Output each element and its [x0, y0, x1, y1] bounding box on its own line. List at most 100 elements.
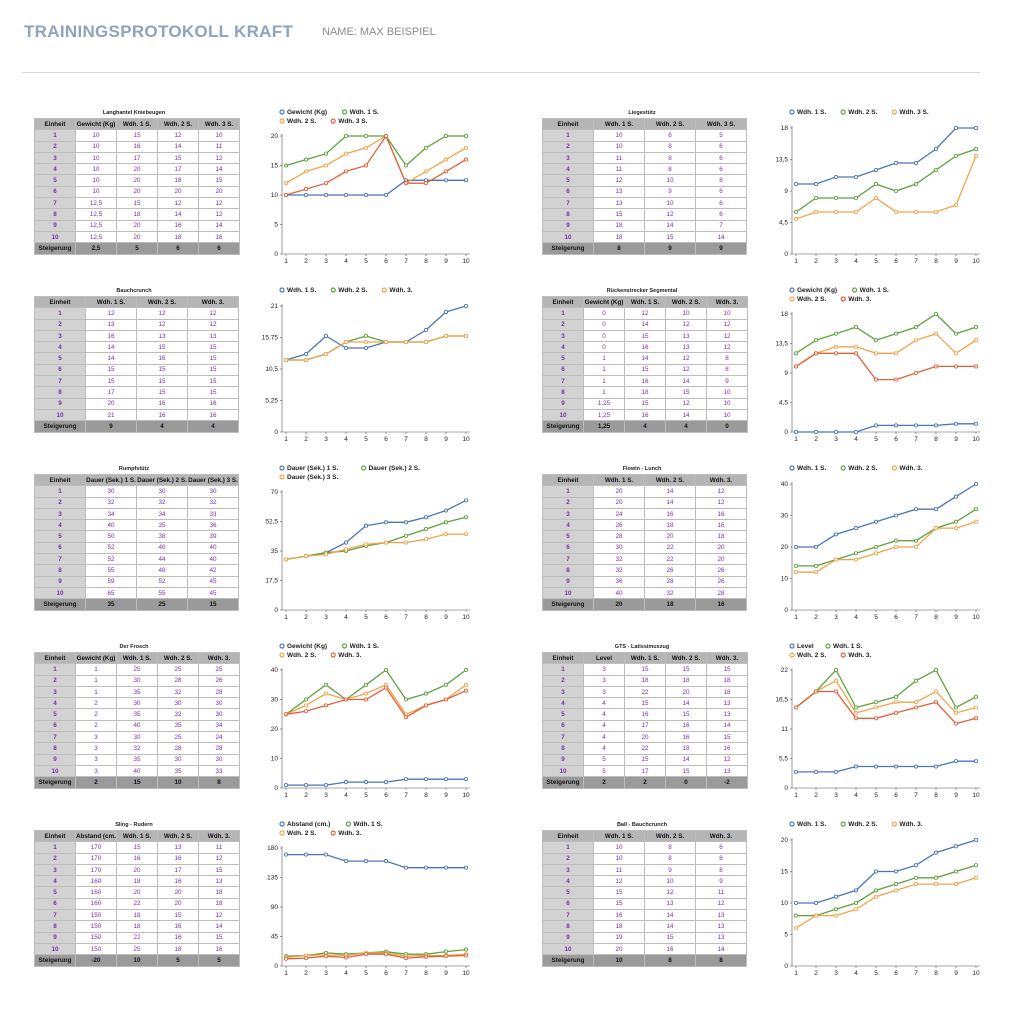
table-cell: 13: [706, 764, 748, 778]
table-cell: 13: [695, 909, 747, 922]
data-point: [383, 780, 389, 785]
table-cell: 15: [116, 197, 158, 210]
data-point: [403, 715, 409, 720]
training-table: Einheit Wdh. 1 S. Wdh. 2 S. Wdh. 3 S. 1 10 6 5 2…: [542, 117, 747, 255]
data-point: [323, 552, 329, 557]
table-row: 2 10 8 8: [542, 852, 747, 865]
session-number: 4: [34, 341, 86, 354]
column-header: Wdh. 2 S.: [644, 473, 696, 487]
column-header: Einheit: [34, 117, 76, 131]
legend-entry: Wdh. 2 S.: [330, 287, 368, 294]
table-cell: 1: [583, 375, 625, 388]
session-number: 2: [34, 674, 76, 687]
table-row: 5 50 38 39: [34, 530, 239, 543]
x-tick-label: 7: [914, 436, 918, 443]
data-point: [913, 678, 919, 683]
progress-value: 5: [157, 954, 199, 967]
table-cell: 6: [695, 208, 747, 221]
table-cell: 13: [665, 341, 707, 354]
table-row: 7 1 16 14 9: [542, 375, 748, 388]
data-point: [933, 850, 939, 855]
session-number: 2: [34, 496, 86, 509]
legend-entry: Level: [789, 643, 814, 650]
data-point: [343, 345, 349, 351]
session-number: 9: [34, 397, 86, 410]
data-point: [953, 364, 959, 369]
legend-entry: Dauer (Sek.) 1 S.: [279, 465, 338, 472]
session-number: 6: [542, 897, 594, 911]
session-number: 1: [542, 485, 594, 498]
series-line: [285, 533, 466, 561]
x-tick-label: 1: [284, 614, 288, 621]
table-cell: 28: [593, 530, 645, 543]
column-header: Einheit: [542, 117, 594, 131]
table-cell: 16: [593, 909, 645, 922]
y-tick-label: 17,5: [265, 578, 278, 585]
data-point: [953, 869, 959, 874]
legend-marker: [891, 821, 898, 827]
table-cell: 6: [695, 185, 747, 199]
x-tick-label: 3: [324, 614, 328, 621]
session-number: 7: [542, 731, 584, 744]
x-tick-label: 10: [972, 792, 980, 799]
progress-row: Steigerung 2 2 0 -2: [542, 776, 748, 789]
table-row: 6 52 40 40: [34, 541, 239, 555]
data-point: [873, 377, 879, 382]
data-point: [893, 888, 899, 893]
data-point: [913, 700, 919, 705]
session-number: 1: [542, 129, 594, 142]
data-point: [933, 146, 939, 152]
data-point: [853, 888, 859, 893]
legend-label: Wdh. 1 S.: [797, 465, 826, 472]
table-cell: 16: [136, 397, 188, 410]
column-header: Einheit: [34, 295, 86, 309]
table-cell: 10: [75, 174, 117, 187]
column-header: Wdh. 2 S.: [665, 295, 707, 309]
series-line: [795, 690, 977, 725]
legend-label: Wdh. 2 S.: [287, 830, 316, 837]
legend-marker: [840, 465, 846, 471]
y-tick-label: 9: [784, 370, 788, 377]
progress-row: Steigerung 10 8 8: [542, 954, 747, 967]
table-cell: 16: [198, 230, 240, 244]
data-point: [933, 507, 939, 512]
data-point: [833, 894, 839, 899]
legend-marker: [891, 465, 898, 471]
data-point: [793, 913, 799, 918]
table-cell: 14: [695, 230, 747, 244]
column-header: Wdh. 2 S.: [644, 117, 696, 131]
y-tick-label: 0: [784, 429, 788, 436]
data-point: [913, 370, 919, 376]
table-cell: 13: [85, 318, 137, 331]
table-row: 3 11 9 8: [542, 863, 747, 877]
y-tick-label: 10: [271, 192, 279, 199]
x-tick-label: 9: [444, 258, 448, 265]
legend-marker: [279, 830, 285, 836]
table-cell: 14: [644, 485, 696, 498]
data-point: [873, 338, 879, 343]
column-header: Wdh. 3.: [198, 651, 240, 665]
progress-value: 9: [695, 242, 747, 255]
table-row: 5 160 20 20 18: [34, 886, 240, 899]
table-cell: 36: [187, 519, 239, 532]
series-line: [286, 778, 466, 786]
data-point: [383, 667, 389, 673]
table-cell: 0: [583, 329, 625, 343]
table-cell: 4: [583, 719, 625, 733]
data-point: [893, 538, 899, 543]
table-cell: 15: [593, 886, 645, 899]
table-cell: 32: [85, 496, 137, 509]
progress-value: 8: [695, 954, 747, 967]
table-cell: 30: [85, 485, 137, 498]
table-cell: 10: [706, 408, 748, 422]
data-point: [913, 544, 919, 550]
legend-entry: Wdh. 3.: [330, 652, 362, 659]
x-tick-label: 3: [324, 436, 328, 443]
data-point: [443, 532, 449, 537]
legend-marker: [891, 109, 898, 115]
data-point: [873, 351, 879, 356]
session-number: 1: [34, 307, 86, 320]
table-row: 9 36 28 26: [542, 575, 747, 588]
table-cell: 22: [644, 553, 696, 566]
table-cell: 14: [198, 163, 240, 176]
